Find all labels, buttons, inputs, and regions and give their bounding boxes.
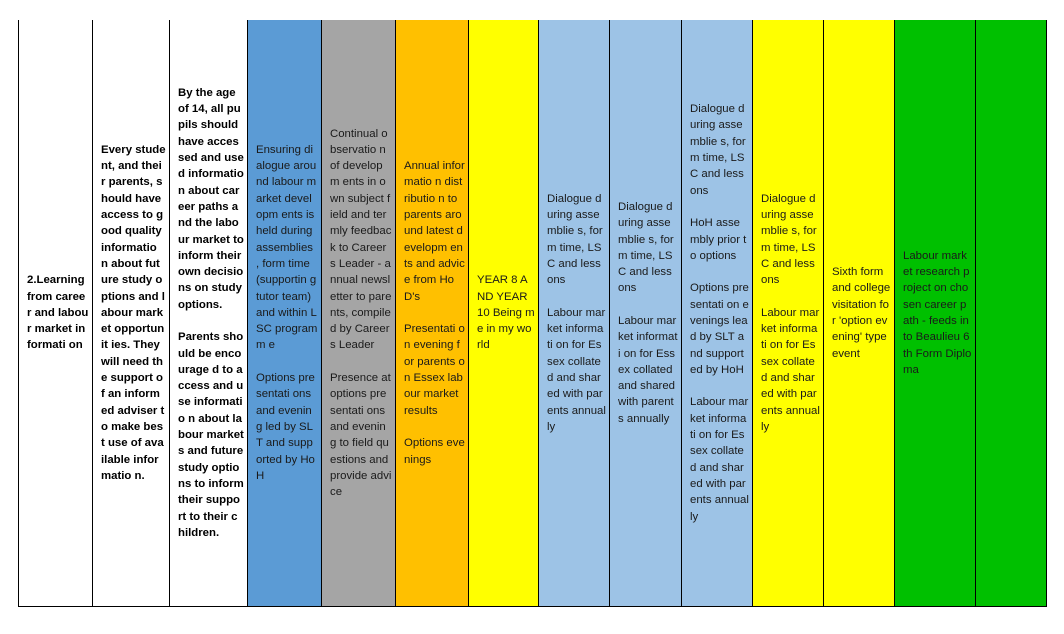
sixth-form-cell: Labour market research project on chosen…	[895, 20, 976, 606]
year-10-cell: Dialogue during assemblie s, form time, …	[753, 20, 824, 606]
cell-paragraph: Dialogue during assemblie s, form time, …	[547, 192, 603, 287]
cell-paragraph: Options presentati on evenings lead by S…	[690, 282, 749, 376]
cell-paragraph: Dialogue during assemblie s, form time, …	[618, 200, 674, 295]
cell-paragraph: Ensuring dialogue around labour market d…	[256, 143, 318, 352]
benchmark-title-cell: 2.Learning from career and labour market…	[19, 20, 93, 606]
cell-paragraph: Presentati on evening for parents on Ess…	[404, 323, 465, 417]
cell-paragraph: Labour market informati on for Essex col…	[618, 315, 678, 425]
cell-paragraph: Options presentati ons and evening led b…	[256, 372, 315, 482]
cell-paragraph: By the age of 14, all pupils should have…	[178, 86, 244, 311]
year-11-cell: Sixth form and college visitation for 'o…	[824, 20, 895, 606]
form-tutor-cell: Ensuring dialogue around labour market d…	[248, 20, 322, 606]
cell-paragraph: Continual observatio n of developm ents …	[330, 127, 392, 352]
cell-paragraph: 2.Learning from career and labour market…	[27, 274, 89, 352]
cell-paragraph: Options evenings	[404, 437, 465, 466]
extra-column-cell	[976, 20, 1047, 606]
cell-paragraph: Annual informatio n distributio n to par…	[404, 160, 465, 303]
cell-paragraph: YEAR 8 AND YEAR 10 Being me in my world	[477, 274, 535, 352]
benchmark-description-cell: Every student, and their parents, should…	[93, 20, 170, 606]
cell-paragraph: Sixth form and college visitation for 'o…	[832, 266, 891, 360]
benchmark-target-cell: By the age of 14, all pupils should have…	[170, 20, 248, 606]
year-8-10-cell: YEAR 8 AND YEAR 10 Being me in my world	[469, 20, 539, 606]
cell-paragraph: Parents should be encourage d to access …	[178, 331, 244, 539]
cell-paragraph: Dialogue during assemblie s, form time, …	[690, 103, 746, 197]
year-8-cell: Dialogue during assemblie s, form time, …	[610, 20, 682, 606]
subject-teacher-cell: Continual observatio n of developm ents …	[322, 20, 396, 606]
cell-paragraph: HoH assembly prior to options	[690, 217, 747, 262]
cell-paragraph: Labour market research project on chosen…	[903, 249, 972, 376]
year-9-cell: Dialogue during assemblie s, form time, …	[682, 20, 753, 606]
cell-paragraph: Labour market informati on for Essex col…	[690, 396, 749, 523]
cell-paragraph: Every student, and their parents, should…	[101, 143, 166, 482]
careers-plan-table: 2.Learning from career and labour market…	[18, 20, 1047, 607]
year-7-cell: Dialogue during assemblie s, form time, …	[539, 20, 610, 606]
cell-paragraph: Presence at options presentati ons and e…	[330, 372, 392, 499]
cell-paragraph: Dialogue during assemblie s, form time, …	[761, 192, 817, 287]
cell-paragraph: Labour market informati on for Essex col…	[761, 306, 820, 433]
cell-paragraph: Labour market informati on for Essex col…	[547, 306, 606, 433]
head-of-department-cell: Annual informatio n distributio n to par…	[396, 20, 469, 606]
